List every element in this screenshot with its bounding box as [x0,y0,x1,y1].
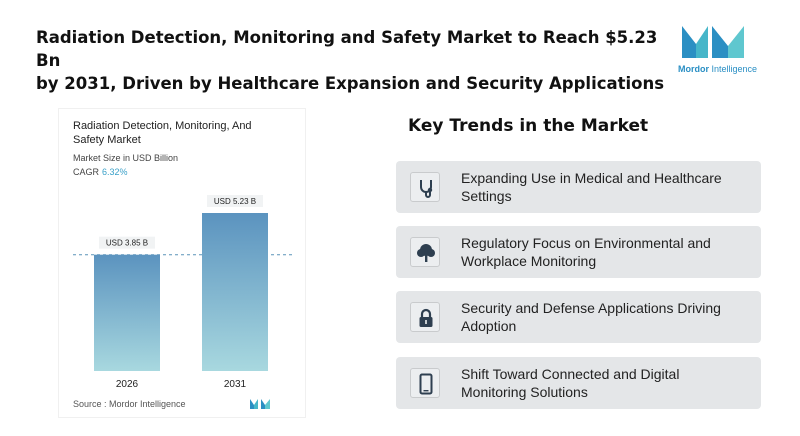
cagr-label: CAGR [73,167,100,177]
x-tick-label-2026: 2026 [116,379,139,390]
trend-text-line-1: Regulatory Focus on Environmental and [461,235,711,251]
bar-label-box-2026 [99,236,155,249]
trend-item-medical: Expanding Use in Medical and Healthcare … [396,161,761,213]
bar-2031 [202,213,268,371]
chart-title: Radiation Detection, Monitoring, And Saf… [73,119,293,147]
trend-text-line-2: Adoption [461,318,517,334]
trend-text-line-1: Expanding Use in Medical and Healthcare [461,170,722,186]
bar-chart: USD 3.85 B 2026 USD 5.23 B 2031 [73,195,295,390]
tree-icon [417,244,435,262]
trend-text-line-1: Security and Defense Applications Drivin… [461,300,721,316]
trend-text-line-2: Workplace Monitoring [461,253,597,269]
bar-label-box-2031 [207,195,263,207]
trend-text-line-1: Shift Toward Connected and Digital [461,366,680,382]
brand-name-rest: Intelligence [709,64,758,74]
brand-name-strong: Mordor [678,64,709,74]
chart-title-line-2: Safety Market [73,134,141,146]
trend-item-regulatory: Regulatory Focus on Environmental and Wo… [396,226,761,278]
cagr-value: 6.32% [102,167,128,177]
trends-title: Key Trends in the Market [408,116,649,136]
smartphone-icon [419,373,433,395]
trend-text-line-2: Settings [461,188,512,204]
bar-value-label-2026: USD 3.85 B [106,239,148,248]
trend-text-line-2: Monitoring Solutions [461,384,588,400]
lock-icon [419,308,433,327]
trend-item-digital: Shift Toward Connected and Digital Monit… [396,357,761,409]
mini-logo-icon [250,399,270,409]
mordor-intelligence-logo-icon [682,26,744,58]
chart-card: Radiation Detection, Monitoring, And Saf… [58,108,306,418]
page-title: Radiation Detection, Monitoring and Safe… [36,26,676,95]
bar-2026 [94,254,160,371]
trend-item-security: Security and Defense Applications Drivin… [396,291,761,343]
chart-cagr: CAGR 6.32% [73,167,128,177]
headline-line-1: Radiation Detection, Monitoring and Safe… [36,28,658,70]
chart-source: Source : Mordor Intelligence [73,399,186,409]
brand-logo: Mordor Intelligence [678,22,760,78]
chart-title-line-1: Radiation Detection, Monitoring, And [73,120,252,132]
headline-line-2: by 2031, Driven by Healthcare Expansion … [36,74,665,93]
brand-name: Mordor Intelligence [678,64,768,74]
chart-unit-label: Market Size in USD Billion [73,153,179,163]
bar-value-label-2031: USD 5.23 B [214,197,256,206]
stethoscope-icon [420,180,433,198]
x-tick-label-2031: 2031 [224,379,247,390]
